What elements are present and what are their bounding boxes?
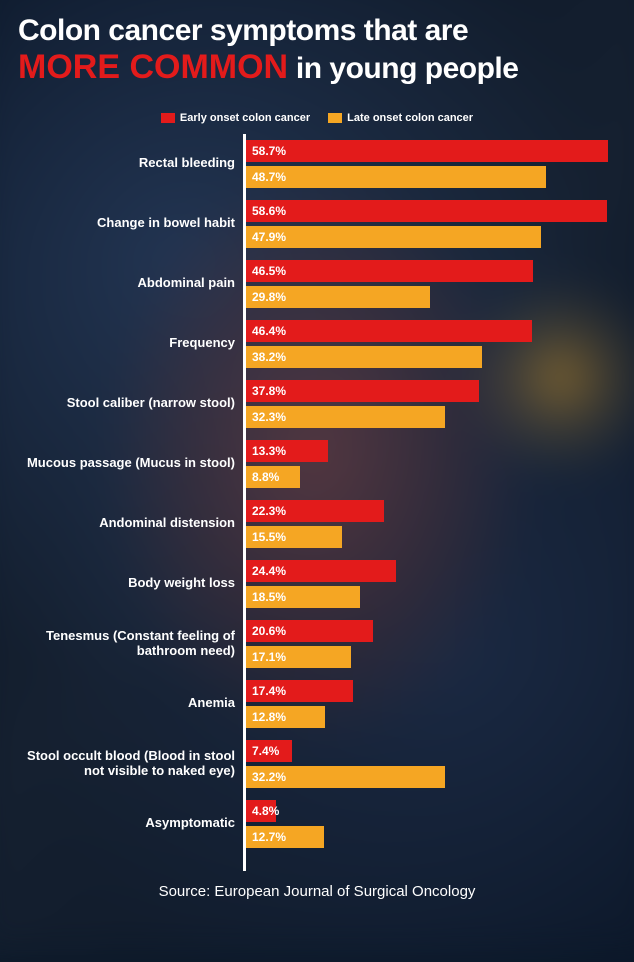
- category-label-row: Andominal distension: [18, 494, 243, 554]
- labels-column: Rectal bleeding Change in bowel habit Abdo…: [18, 134, 243, 871]
- bar-early-onset: 4.8%: [246, 800, 276, 822]
- bar-late-onset: 32.3%: [246, 406, 445, 428]
- category-label-row: Stool caliber (narrow stool): [18, 374, 243, 434]
- bars-column: 58.7% 48.7% 58.6% 47.9% 46.5% 29.8% 46.4% 38.2%…: [243, 134, 616, 871]
- headline-rest: in young people: [288, 52, 518, 85]
- category-label-row: Tenesmus (Constant feeling of bathroom n…: [18, 614, 243, 674]
- category-label: Body weight loss: [128, 576, 235, 591]
- bar-early-onset: 22.3%: [246, 500, 384, 522]
- bar-late-onset: 12.8%: [246, 706, 325, 728]
- category-label: Stool caliber (narrow stool): [67, 396, 235, 411]
- bar-group: 58.6% 47.9%: [246, 194, 616, 254]
- category-label-row: Asymptomatic: [18, 794, 243, 854]
- bar-late-onset: 29.8%: [246, 286, 430, 308]
- bar-late-onset: 17.1%: [246, 646, 351, 668]
- bar-group: 37.8% 32.3%: [246, 374, 616, 434]
- category-label: Rectal bleeding: [139, 156, 235, 171]
- legend-item-early: Early onset colon cancer: [161, 112, 310, 124]
- category-label: Anemia: [188, 696, 235, 711]
- bar-late-onset: 32.2%: [246, 766, 445, 788]
- legend-label-late: Late onset colon cancer: [347, 112, 473, 124]
- headline-line2: MORE COMMON in young people: [18, 48, 616, 86]
- bar-early-onset: 20.6%: [246, 620, 373, 642]
- bar-early-onset: 46.5%: [246, 260, 533, 282]
- bar-group: 13.3% 8.8%: [246, 434, 616, 494]
- bar-late-onset: 38.2%: [246, 346, 482, 368]
- bar-late-onset: 12.7%: [246, 826, 324, 848]
- bar-late-onset: 8.8%: [246, 466, 300, 488]
- category-label: Stool occult blood (Blood in stool not v…: [18, 749, 235, 779]
- category-label-row: Abdominal pain: [18, 254, 243, 314]
- bar-early-onset: 46.4%: [246, 320, 532, 342]
- category-label: Tenesmus (Constant feeling of bathroom n…: [18, 629, 235, 659]
- bar-group: 24.4% 18.5%: [246, 554, 616, 614]
- legend-label-early: Early onset colon cancer: [180, 112, 310, 124]
- bar-early-onset: 13.3%: [246, 440, 328, 462]
- bar-early-onset: 17.4%: [246, 680, 353, 702]
- bar-group: 46.5% 29.8%: [246, 254, 616, 314]
- bar-early-onset: 58.7%: [246, 140, 608, 162]
- legend: Early onset colon cancer Late onset colo…: [18, 112, 616, 124]
- headline-line1: Colon cancer symptoms that are: [18, 14, 616, 48]
- legend-item-late: Late onset colon cancer: [328, 112, 473, 124]
- bar-group: 17.4% 12.8%: [246, 674, 616, 734]
- category-label: Mucous passage (Mucus in stool): [27, 456, 235, 471]
- headline: Colon cancer symptoms that are MORE COMM…: [18, 14, 616, 86]
- category-label: Asymptomatic: [145, 816, 235, 831]
- bar-late-onset: 48.7%: [246, 166, 546, 188]
- bar-group: 20.6% 17.1%: [246, 614, 616, 674]
- category-label: Frequency: [169, 336, 235, 351]
- category-label-row: Anemia: [18, 674, 243, 734]
- bar-late-onset: 47.9%: [246, 226, 541, 248]
- bar-late-onset: 15.5%: [246, 526, 342, 548]
- category-label-row: Rectal bleeding: [18, 134, 243, 194]
- bar-group: 4.8% 12.7%: [246, 794, 616, 854]
- category-label-row: Change in bowel habit: [18, 194, 243, 254]
- category-label: Abdominal pain: [138, 276, 236, 291]
- category-label-row: Mucous passage (Mucus in stool): [18, 434, 243, 494]
- category-label-row: Body weight loss: [18, 554, 243, 614]
- category-label: Andominal distension: [99, 516, 235, 531]
- bar-late-onset: 18.5%: [246, 586, 360, 608]
- headline-emphasis: MORE COMMON: [18, 48, 288, 86]
- bar-chart: Rectal bleeding Change in bowel habit Abdo…: [18, 134, 616, 871]
- category-label-row: Stool occult blood (Blood in stool not v…: [18, 734, 243, 794]
- category-label: Change in bowel habit: [97, 216, 235, 231]
- source-footer: Source: European Journal of Surgical Onc…: [18, 871, 616, 906]
- legend-swatch-early: [161, 113, 175, 123]
- bar-group: 58.7% 48.7%: [246, 134, 616, 194]
- bar-early-onset: 58.6%: [246, 200, 607, 222]
- bar-group: 7.4% 32.2%: [246, 734, 616, 794]
- bar-early-onset: 24.4%: [246, 560, 396, 582]
- bar-early-onset: 37.8%: [246, 380, 479, 402]
- bar-group: 22.3% 15.5%: [246, 494, 616, 554]
- bar-early-onset: 7.4%: [246, 740, 292, 762]
- legend-swatch-late: [328, 113, 342, 123]
- bar-group: 46.4% 38.2%: [246, 314, 616, 374]
- category-label-row: Frequency: [18, 314, 243, 374]
- infographic-content: Colon cancer symptoms that are MORE COMM…: [0, 0, 634, 916]
